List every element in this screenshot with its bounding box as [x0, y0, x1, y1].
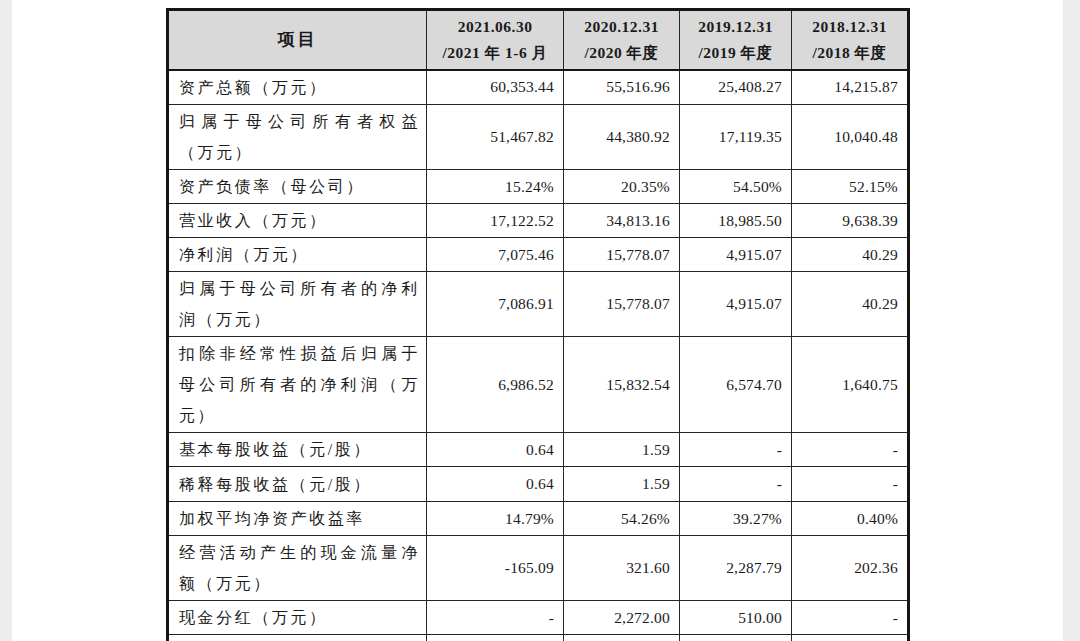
- row-label: 扣除非经常性损益后归属于母公司所有者的净利润（万元）: [168, 337, 427, 433]
- value-cell: 14.79%: [427, 502, 564, 536]
- row-label: 基本每股收益（元/股）: [168, 433, 427, 467]
- header-cell-period-2019: 2019.12.31 /2019 年度: [680, 10, 792, 70]
- value-cell: 15,778.07: [564, 238, 680, 272]
- value-cell: 5.59%: [792, 635, 909, 641]
- table-row-revenue: 营业收入（万元） 17,122.52 34,813.16 18,985.50 9…: [168, 204, 909, 238]
- header-cell-period-2020: 2020.12.31 /2020 年度: [564, 10, 680, 70]
- period-range: /2020 年度: [568, 40, 675, 66]
- row-label: 稀释每股收益（元/股）: [168, 467, 427, 502]
- value-cell: -: [680, 433, 792, 467]
- table-row-net-profit: 净利润（万元） 7,075.46 15,778.07 4,915.07 40.2…: [168, 238, 909, 272]
- value-cell: -: [792, 467, 909, 502]
- value-cell: 6.07%: [680, 635, 792, 641]
- header-cell-period-2018: 2018.12.31 /2018 年度: [792, 10, 909, 70]
- period-range: /2018 年度: [796, 40, 903, 66]
- value-cell: 7,086.91: [427, 272, 564, 337]
- page: { "colors": { "header_bg": "#d9d9d9", "b…: [0, 0, 1080, 641]
- value-cell: -: [680, 467, 792, 502]
- table-body: 资产总额（万元） 60,353.44 55,516.96 25,408.27 1…: [168, 70, 909, 641]
- table-row-total-assets: 资产总额（万元） 60,353.44 55,516.96 25,408.27 1…: [168, 70, 909, 105]
- header-cell-period-2021: 2021.06.30 /2021 年 1-6 月: [427, 10, 564, 70]
- value-cell: 44,380.92: [564, 105, 680, 170]
- table-header: 项目 2021.06.30 /2021 年 1-6 月 2020.12.31 /…: [168, 10, 909, 70]
- table-row-deducted-net-profit: 扣除非经常性损益后归属于母公司所有者的净利润（万元） 6,986.52 15,8…: [168, 337, 909, 433]
- value-cell: 10,040.48: [792, 105, 909, 170]
- value-cell: 6,574.70: [680, 337, 792, 433]
- value-cell: 2,272.00: [564, 601, 680, 635]
- value-cell: 39.27%: [680, 502, 792, 536]
- period-range: /2019 年度: [684, 40, 787, 66]
- value-cell: 15,778.07: [564, 272, 680, 337]
- financial-summary-table: 项目 2021.06.30 /2021 年 1-6 月 2020.12.31 /…: [166, 8, 910, 641]
- table-row-basic-eps: 基本每股收益（元/股） 0.64 1.59 - -: [168, 433, 909, 467]
- period-date: 2021.06.30: [431, 14, 559, 40]
- row-label: 研发投入占营业收入的比例: [168, 635, 427, 641]
- value-cell: 7,075.46: [427, 238, 564, 272]
- page-left-edge: [0, 0, 12, 641]
- table-row-operating-cashflow: 经营活动产生的现金流量净额（万元） -165.09 321.60 2,287.7…: [168, 536, 909, 601]
- value-cell: 15.24%: [427, 170, 564, 204]
- row-label: 经营活动产生的现金流量净额（万元）: [168, 536, 427, 601]
- row-label: 净利润（万元）: [168, 238, 427, 272]
- financial-summary-table-container: 项目 2021.06.30 /2021 年 1-6 月 2020.12.31 /…: [166, 8, 910, 641]
- table-row-parent-equity: 归属于母公司所有者权益（万元） 51,467.82 44,380.92 17,1…: [168, 105, 909, 170]
- value-cell: 4,915.07: [680, 272, 792, 337]
- value-cell: 20.35%: [564, 170, 680, 204]
- value-cell: 4.26%: [427, 635, 564, 641]
- row-label: 资产总额（万元）: [168, 70, 427, 105]
- value-cell: 14,215.87: [792, 70, 909, 105]
- period-range: /2021 年 1-6 月: [431, 40, 559, 66]
- header-row: 项目 2021.06.30 /2021 年 1-6 月 2020.12.31 /…: [168, 10, 909, 70]
- period-date: 2018.12.31: [796, 14, 903, 40]
- value-cell: 52.15%: [792, 170, 909, 204]
- value-cell: 17,119.35: [680, 105, 792, 170]
- value-cell: 34,813.16: [564, 204, 680, 238]
- value-cell: 510.00: [680, 601, 792, 635]
- value-cell: -165.09: [427, 536, 564, 601]
- row-label: 加权平均净资产收益率: [168, 502, 427, 536]
- row-label: 归属于母公司所有者权益（万元）: [168, 105, 427, 170]
- period-date: 2020.12.31: [568, 14, 675, 40]
- value-cell: -: [427, 601, 564, 635]
- value-cell: -: [792, 601, 909, 635]
- table-row-rd-ratio: 研发投入占营业收入的比例 4.26% 3.76% 6.07% 5.59%: [168, 635, 909, 641]
- value-cell: 40.29: [792, 272, 909, 337]
- value-cell: 18,985.50: [680, 204, 792, 238]
- value-cell: 54.26%: [564, 502, 680, 536]
- row-label: 营业收入（万元）: [168, 204, 427, 238]
- value-cell: 55,516.96: [564, 70, 680, 105]
- value-cell: 1,640.75: [792, 337, 909, 433]
- table-row-debt-ratio: 资产负债率（母公司） 15.24% 20.35% 54.50% 52.15%: [168, 170, 909, 204]
- row-label: 现金分红（万元）: [168, 601, 427, 635]
- value-cell: 9,638.39: [792, 204, 909, 238]
- value-cell: 54.50%: [680, 170, 792, 204]
- value-cell: 6,986.52: [427, 337, 564, 433]
- table-row-parent-net-profit: 归属于母公司所有者的净利润（万元） 7,086.91 15,778.07 4,9…: [168, 272, 909, 337]
- value-cell: 0.64: [427, 433, 564, 467]
- value-cell: 0.40%: [792, 502, 909, 536]
- table-row-diluted-eps: 稀释每股收益（元/股） 0.64 1.59 - -: [168, 467, 909, 502]
- value-cell: 40.29: [792, 238, 909, 272]
- value-cell: 1.59: [564, 433, 680, 467]
- value-cell: 3.76%: [564, 635, 680, 641]
- table-row-weighted-roe: 加权平均净资产收益率 14.79% 54.26% 39.27% 0.40%: [168, 502, 909, 536]
- value-cell: 60,353.44: [427, 70, 564, 105]
- value-cell: 0.64: [427, 467, 564, 502]
- row-label: 资产负债率（母公司）: [168, 170, 427, 204]
- row-label: 归属于母公司所有者的净利润（万元）: [168, 272, 427, 337]
- value-cell: 1.59: [564, 467, 680, 502]
- value-cell: 17,122.52: [427, 204, 564, 238]
- value-cell: 25,408.27: [680, 70, 792, 105]
- value-cell: 202.36: [792, 536, 909, 601]
- value-cell: 2,287.79: [680, 536, 792, 601]
- value-cell: 321.60: [564, 536, 680, 601]
- page-right-edge: [1063, 0, 1080, 641]
- value-cell: -: [792, 433, 909, 467]
- table-row-cash-dividend: 现金分红（万元） - 2,272.00 510.00 -: [168, 601, 909, 635]
- header-cell-item: 项目: [168, 10, 427, 70]
- value-cell: 15,832.54: [564, 337, 680, 433]
- value-cell: 51,467.82: [427, 105, 564, 170]
- value-cell: 4,915.07: [680, 238, 792, 272]
- period-date: 2019.12.31: [684, 14, 787, 40]
